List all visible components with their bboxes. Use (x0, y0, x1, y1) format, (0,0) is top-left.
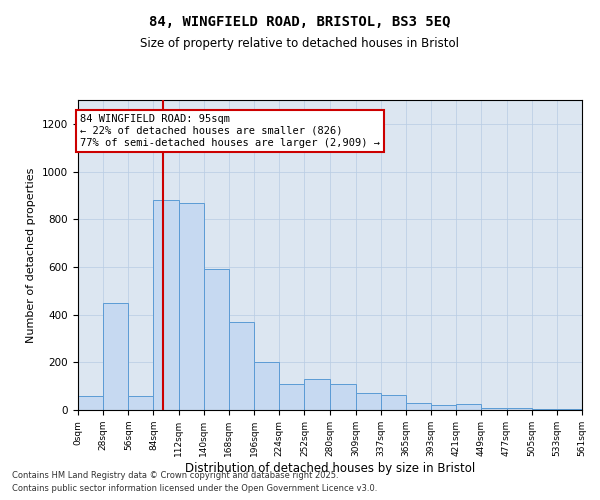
Text: Contains public sector information licensed under the Open Government Licence v3: Contains public sector information licen… (12, 484, 377, 493)
Bar (204, 270, 229, 410)
Bar (356, 394, 381, 410)
Bar (506, 408, 532, 410)
Bar (406, 403, 431, 410)
Bar (431, 405, 456, 410)
Bar (229, 322, 254, 410)
Text: Size of property relative to detached houses in Bristol: Size of property relative to detached ho… (140, 38, 460, 51)
Bar (304, 379, 329, 410)
Bar (329, 384, 356, 410)
Bar (179, 202, 204, 410)
X-axis label: Distribution of detached houses by size in Bristol: Distribution of detached houses by size … (185, 462, 475, 474)
Bar (103, 302, 128, 410)
Bar (128, 396, 154, 410)
Bar (254, 362, 279, 410)
Bar (481, 408, 506, 410)
Bar (456, 404, 481, 410)
Bar (532, 409, 557, 410)
Y-axis label: Number of detached properties: Number of detached properties (26, 168, 37, 342)
Text: Contains HM Land Registry data © Crown copyright and database right 2025.: Contains HM Land Registry data © Crown c… (12, 470, 338, 480)
Text: 84 WINGFIELD ROAD: 95sqm
← 22% of detached houses are smaller (826)
77% of semi-: 84 WINGFIELD ROAD: 95sqm ← 22% of detach… (80, 114, 380, 148)
Text: 84, WINGFIELD ROAD, BRISTOL, BS3 5EQ: 84, WINGFIELD ROAD, BRISTOL, BS3 5EQ (149, 15, 451, 29)
Bar (154, 200, 179, 410)
Bar (78, 396, 103, 410)
Bar (557, 409, 582, 410)
Bar (381, 394, 406, 410)
Bar (279, 384, 304, 410)
